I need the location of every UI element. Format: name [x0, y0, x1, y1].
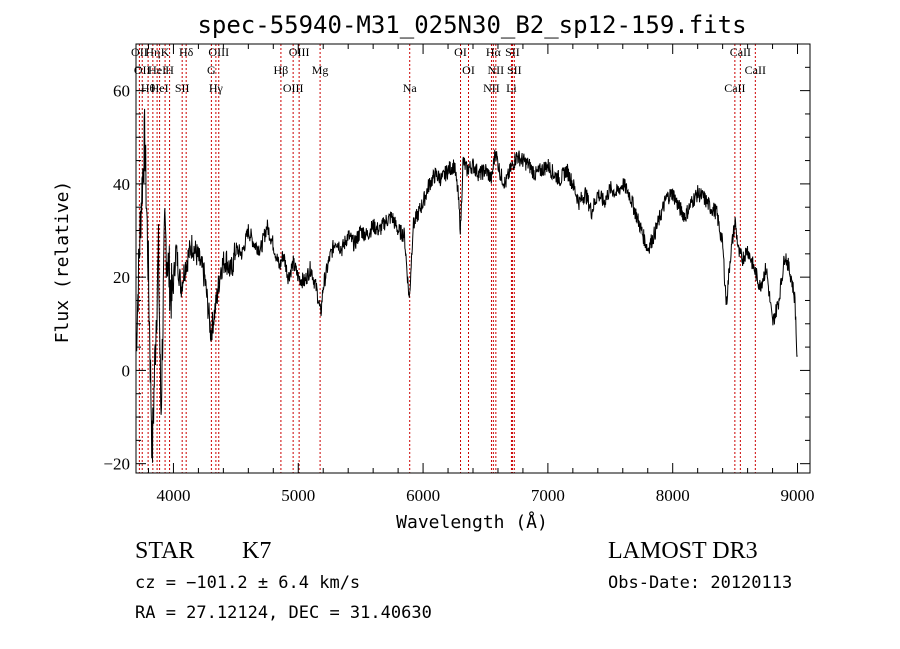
y-tick-label: 20 — [113, 268, 130, 287]
line-marker-label: OII — [134, 63, 151, 77]
y-tick-label: 0 — [122, 361, 131, 380]
line-marker-label: OII — [131, 45, 148, 59]
ra-dec-coordinates: RA = 27.12124, DEC = 31.40630 — [135, 603, 432, 623]
line-marker-label: OI — [454, 45, 467, 59]
line-marker-label: CaII — [745, 63, 766, 77]
x-tick-label: 5000 — [281, 486, 315, 505]
y-tick-label: −20 — [103, 455, 130, 474]
spectrum-line — [135, 108, 798, 463]
line-markers — [138, 44, 756, 473]
line-marker-label: Hβ — [274, 63, 289, 77]
line-marker-label: Hγ — [209, 81, 224, 95]
survey-name: LAMOST DR3 — [608, 538, 758, 564]
spectral-class: STAR — [135, 538, 195, 564]
line-marker-label: Na — [403, 81, 418, 95]
line-marker-label: G — [207, 63, 216, 77]
line-marker-label: Hδ — [179, 45, 194, 59]
x-tick-label: 7000 — [531, 486, 565, 505]
line-marker-label: Hα — [486, 45, 502, 59]
line-marker-label: Mg — [312, 63, 329, 77]
line-marker-label: HeI — [148, 63, 166, 77]
line-marker-label: OI — [462, 63, 475, 77]
line-marker-label: HeI — [151, 81, 169, 95]
x-axis-label: Wavelength (Å) — [396, 511, 548, 533]
y-axis-ticks: −20 0 20 40 60 — [103, 66, 810, 474]
plot-frame — [135, 43, 811, 474]
line-marker-label: CaII — [724, 81, 745, 95]
line-marker-label: Hη — [145, 45, 160, 59]
y-tick-label: 60 — [113, 82, 130, 101]
y-tick-label: 40 — [113, 175, 130, 194]
line-marker-label: Hθ — [141, 81, 156, 95]
line-marker-label: H — [165, 63, 174, 77]
line-marker-label: K — [161, 45, 170, 59]
line-marker-label: CaII — [730, 45, 751, 59]
observation-date: Obs-Date: 20120113 — [608, 573, 793, 593]
x-axis-ticks: 4000 5000 6000 7000 8000 9000 — [147, 44, 815, 505]
line-marker-label: OIII — [283, 81, 304, 95]
y-axis-label: Flux (relative) — [52, 181, 73, 344]
line-marker-label: SII — [175, 81, 190, 95]
line-marker-label: OIII — [208, 45, 229, 59]
line-marker-labels: OIIOIIHθHηHeIHeIKHSIIHδGHγOIIIHβOIIIOIII… — [131, 45, 766, 95]
line-marker-label: Li — [506, 81, 517, 95]
x-tick-label: 9000 — [781, 486, 815, 505]
line-marker-label: SII — [507, 63, 522, 77]
line-marker-label: OIII — [289, 45, 310, 59]
redshift-velocity: cz = −101.2 ± 6.4 km/s — [135, 573, 361, 593]
line-marker-label: NII — [488, 63, 505, 77]
chart-title: spec-55940-M31_025N30_B2_sp12-159.fits — [197, 11, 746, 39]
x-tick-label: 4000 — [156, 486, 190, 505]
line-marker-label: NII — [483, 81, 500, 95]
spectral-subclass: K7 — [242, 538, 272, 564]
line-marker-label: SII — [505, 45, 520, 59]
x-tick-label: 6000 — [406, 486, 440, 505]
x-tick-label: 8000 — [656, 486, 690, 505]
